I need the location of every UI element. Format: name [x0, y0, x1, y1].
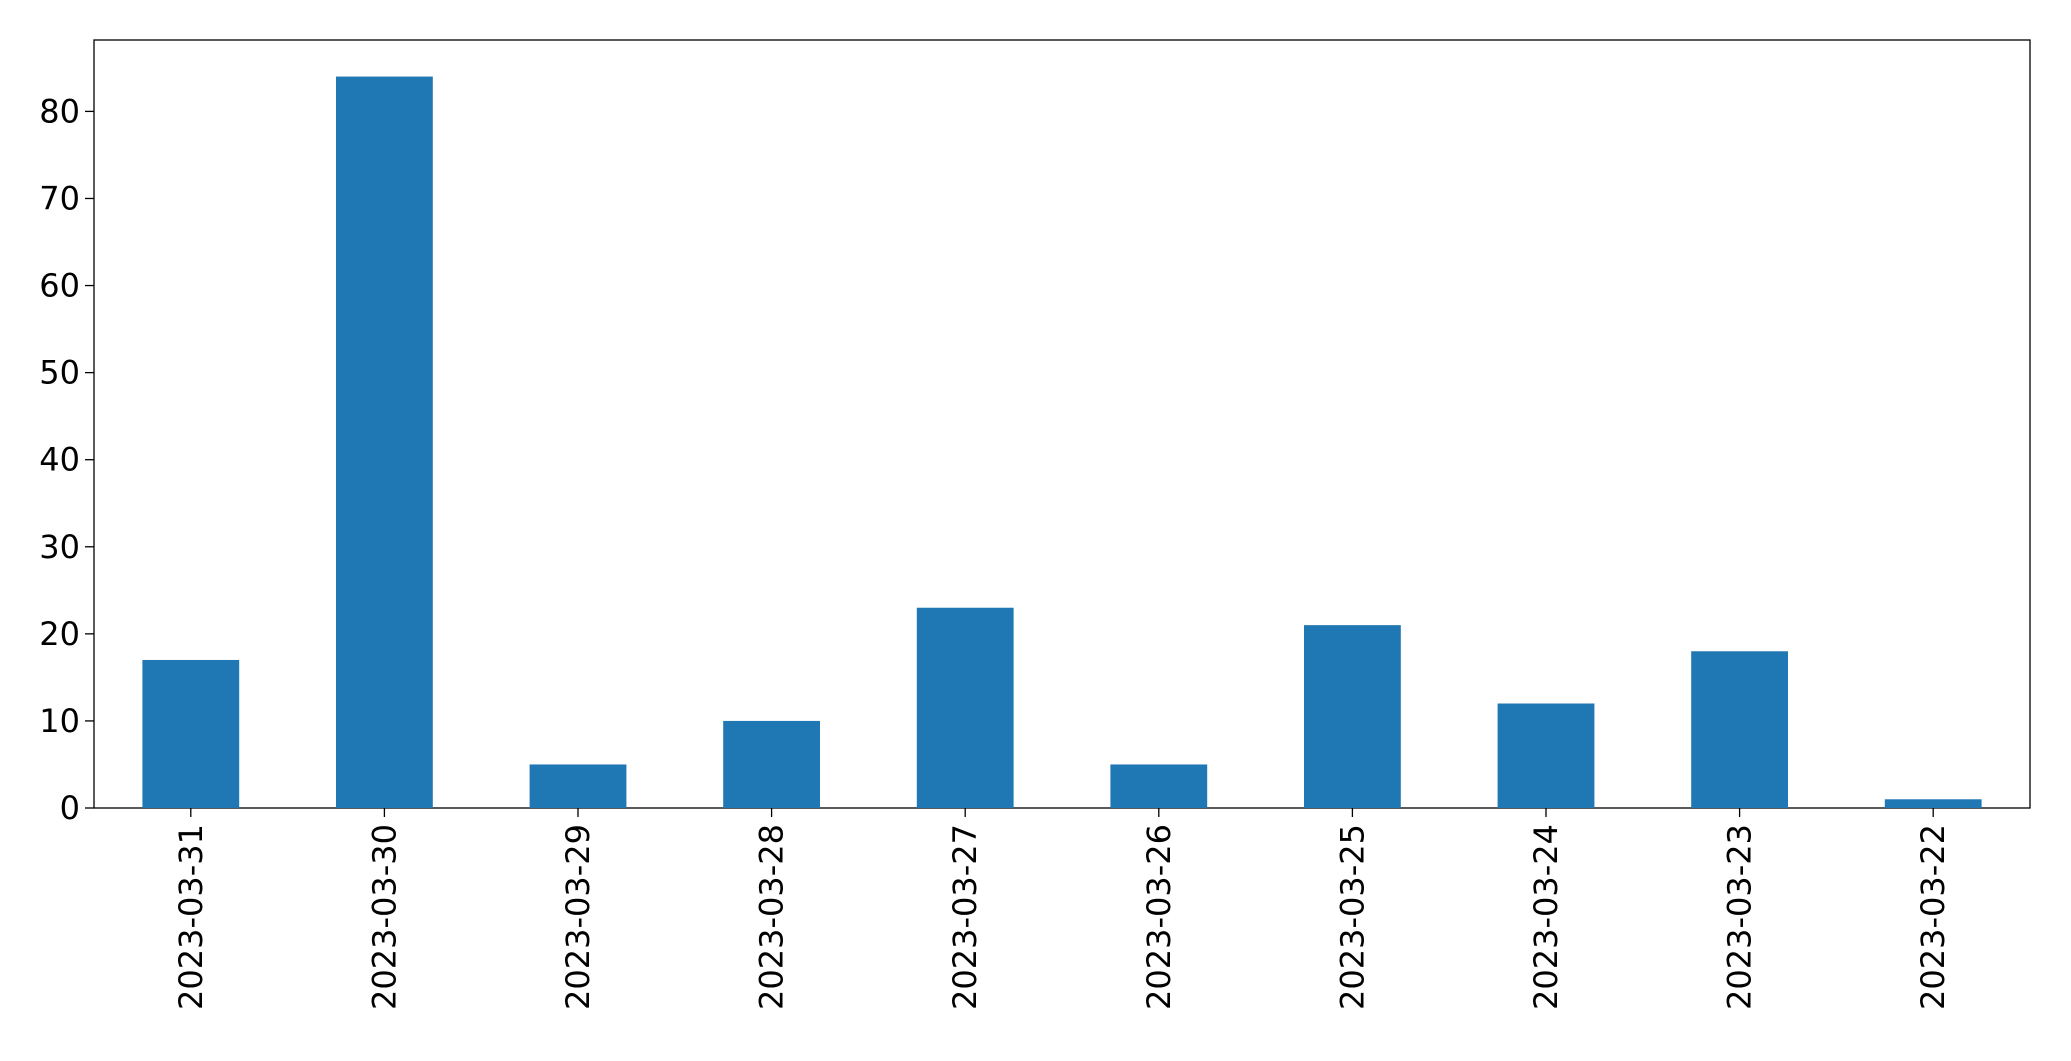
- bar: [1110, 764, 1208, 808]
- x-tick-label: 2023-03-23: [1721, 824, 1759, 1010]
- x-tick-label: 2023-03-25: [1333, 824, 1371, 1010]
- y-tick-label: 50: [39, 354, 80, 392]
- bar: [1884, 799, 1982, 808]
- bar: [529, 764, 627, 808]
- y-tick-label: 20: [39, 615, 80, 653]
- y-tick-label: 70: [39, 179, 80, 217]
- bar: [1497, 703, 1595, 808]
- x-tick-label: 2023-03-26: [1140, 824, 1178, 1010]
- x-tick-label: 2023-03-28: [753, 824, 791, 1010]
- bar: [336, 76, 433, 809]
- bar: [142, 659, 240, 808]
- x-tick-label: 2023-03-30: [365, 824, 403, 1010]
- bar: [1304, 625, 1401, 808]
- y-tick-label: 10: [39, 702, 80, 740]
- y-tick-label: 0: [60, 789, 80, 827]
- y-tick-label: 40: [39, 441, 80, 479]
- plot-frame: [93, 39, 2031, 809]
- bar: [1691, 651, 1788, 808]
- x-tick-label: 2023-03-27: [946, 824, 984, 1010]
- x-tick-label: 2023-03-24: [1527, 824, 1565, 1010]
- x-tick-label: 2023-03-29: [559, 824, 597, 1010]
- bar: [723, 720, 820, 808]
- y-tick-label: 60: [39, 267, 80, 305]
- x-tick-label: 2023-03-31: [172, 824, 210, 1010]
- y-tick-label: 30: [39, 528, 80, 566]
- y-tick-label: 80: [39, 92, 80, 130]
- x-tick-label: 2023-03-22: [1914, 824, 1952, 1010]
- bar: [916, 607, 1014, 808]
